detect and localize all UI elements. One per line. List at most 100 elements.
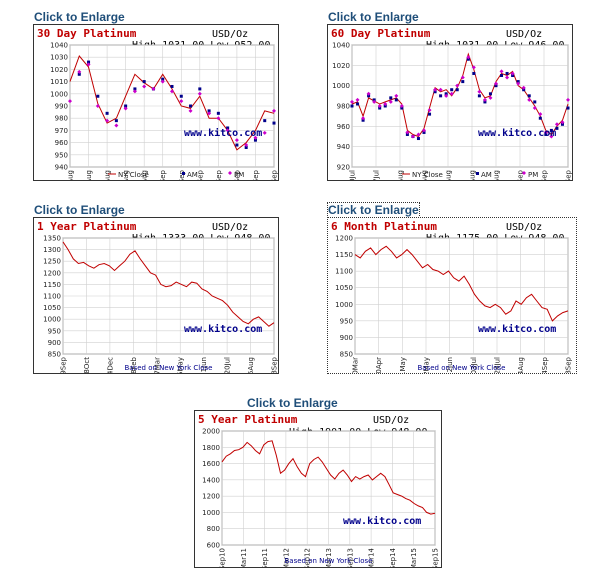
pm-point <box>123 106 128 111</box>
y-tick-label: 960 <box>337 123 350 131</box>
x-tick-label: 04Sep <box>178 169 186 180</box>
x-tick-label: 18Sep <box>565 356 573 373</box>
y-tick-label: 940 <box>337 143 350 151</box>
pm-point <box>460 75 465 80</box>
pm-point <box>482 97 487 102</box>
x-tick-label: 14Aug <box>517 357 525 373</box>
legend-am: AM <box>187 171 198 179</box>
am-point <box>383 104 387 108</box>
y-tick-label: 1000 <box>50 90 68 98</box>
pm-point <box>438 87 443 92</box>
pm-point <box>488 95 493 100</box>
x-tick-label: 01May <box>399 357 407 373</box>
y-tick-label: 1200 <box>202 493 220 501</box>
x-tick-label: 21Aug <box>85 170 93 180</box>
pm-point <box>105 118 110 123</box>
x-tick-label: 10Sep <box>215 169 223 180</box>
pm-point <box>188 108 193 113</box>
am-point <box>235 143 239 147</box>
y-tick-label: 1000 <box>202 509 220 517</box>
x-tick-label: 20Jul <box>224 357 232 373</box>
y-tick-label: 850 <box>340 351 353 359</box>
pm-point <box>132 89 137 94</box>
pm-point <box>566 97 570 102</box>
legend-am-swatch <box>476 172 479 175</box>
y-tick-label: 1200 <box>43 269 61 277</box>
y-tick-label: 1100 <box>335 268 353 276</box>
x-tick-label: 24Aug <box>469 170 477 180</box>
pm-point <box>225 128 230 133</box>
enlarge-link-60day[interactable]: Click to Enlarge <box>328 10 419 24</box>
chart-panel-60day[interactable]: 60 Day Platinum USD/Oz High 1031.00 Low … <box>327 24 573 181</box>
y-tick-label: 990 <box>55 103 68 111</box>
chart-footer: Based on New York Close <box>124 364 212 372</box>
pm-point <box>388 99 393 104</box>
chart-title: 6 Month Platinum <box>331 220 437 233</box>
am-point <box>350 104 354 108</box>
legend-am-swatch <box>182 172 185 175</box>
x-tick-label: 12Jun <box>446 357 454 373</box>
chart-panel-5year[interactable]: 5 Year Platinum USD/Oz High 1901.00 Low … <box>194 410 442 568</box>
am-point <box>189 104 193 108</box>
x-tick-label: 04Dec <box>106 357 114 373</box>
ny-close-line <box>221 440 436 515</box>
chart-title: 30 Day Platinum <box>37 27 137 40</box>
chart-panel-1year[interactable]: 1 Year Platinum USD/Oz High 1333.00 Low … <box>33 217 279 374</box>
x-tick-label: Sep15 <box>432 548 440 567</box>
x-tick-label: Mar15 <box>410 548 418 567</box>
y-tick-label: 1150 <box>43 281 61 289</box>
pm-point <box>377 104 382 108</box>
am-point <box>433 90 437 94</box>
y-tick-label: 1400 <box>202 476 220 484</box>
x-tick-label: 18Sep <box>565 169 573 180</box>
plot-area <box>354 237 569 355</box>
pm-point <box>510 71 515 76</box>
pm-point <box>449 91 454 96</box>
chart-footer: Based on New York Close <box>284 557 372 565</box>
enlarge-link-5year[interactable]: Click to Enlarge <box>247 396 338 410</box>
am-point <box>477 94 481 98</box>
pm-point <box>471 65 476 70</box>
y-tick-label: 1600 <box>202 460 220 468</box>
pm-point <box>151 86 156 91</box>
pm-point <box>521 85 526 90</box>
chart-panel-30day[interactable]: 30 Day Platinum USD/Oz High 1031.00 Low … <box>33 24 279 181</box>
am-point <box>367 94 371 98</box>
am-point <box>77 72 81 76</box>
am-point <box>533 100 537 104</box>
am-point <box>207 109 211 113</box>
chart-panel-6month[interactable]: 6 Month Platinum USD/Oz High 1175.00 Low… <box>327 217 577 374</box>
am-point <box>494 84 498 88</box>
enlarge-link-1year[interactable]: Click to Enlarge <box>34 203 125 217</box>
pm-point <box>272 108 276 113</box>
enlarge-link-30day[interactable]: Click to Enlarge <box>34 10 125 24</box>
pm-point <box>244 143 249 148</box>
am-point <box>114 119 118 123</box>
am-point <box>511 74 515 77</box>
am-point <box>400 106 404 110</box>
kitco-watermark: www.kitco.com <box>184 323 262 335</box>
x-tick-label: Sep10 <box>219 548 227 567</box>
pm-point <box>170 89 174 94</box>
am-point <box>87 60 91 64</box>
am-point <box>555 126 559 130</box>
am-point <box>253 138 257 142</box>
pm-point <box>160 79 165 84</box>
am-point <box>455 88 459 92</box>
am-point <box>522 88 526 92</box>
pm-point <box>114 123 119 128</box>
x-tick-label: 27Mar <box>153 357 161 373</box>
pm-point <box>543 130 548 135</box>
pm-point <box>455 83 460 88</box>
y-tick-label: 1050 <box>43 304 61 312</box>
y-tick-label: 980 <box>55 115 68 123</box>
am-point <box>170 84 174 88</box>
ny-close-line <box>351 52 569 138</box>
am-point <box>179 94 183 98</box>
pm-point <box>410 134 415 139</box>
am-point <box>272 121 276 125</box>
enlarge-link-6month[interactable]: Click to Enlarge <box>327 202 420 218</box>
x-tick-label: 20Jul <box>349 170 357 180</box>
y-tick-label: 950 <box>48 327 61 335</box>
x-tick-label: 31Aug <box>493 170 501 180</box>
